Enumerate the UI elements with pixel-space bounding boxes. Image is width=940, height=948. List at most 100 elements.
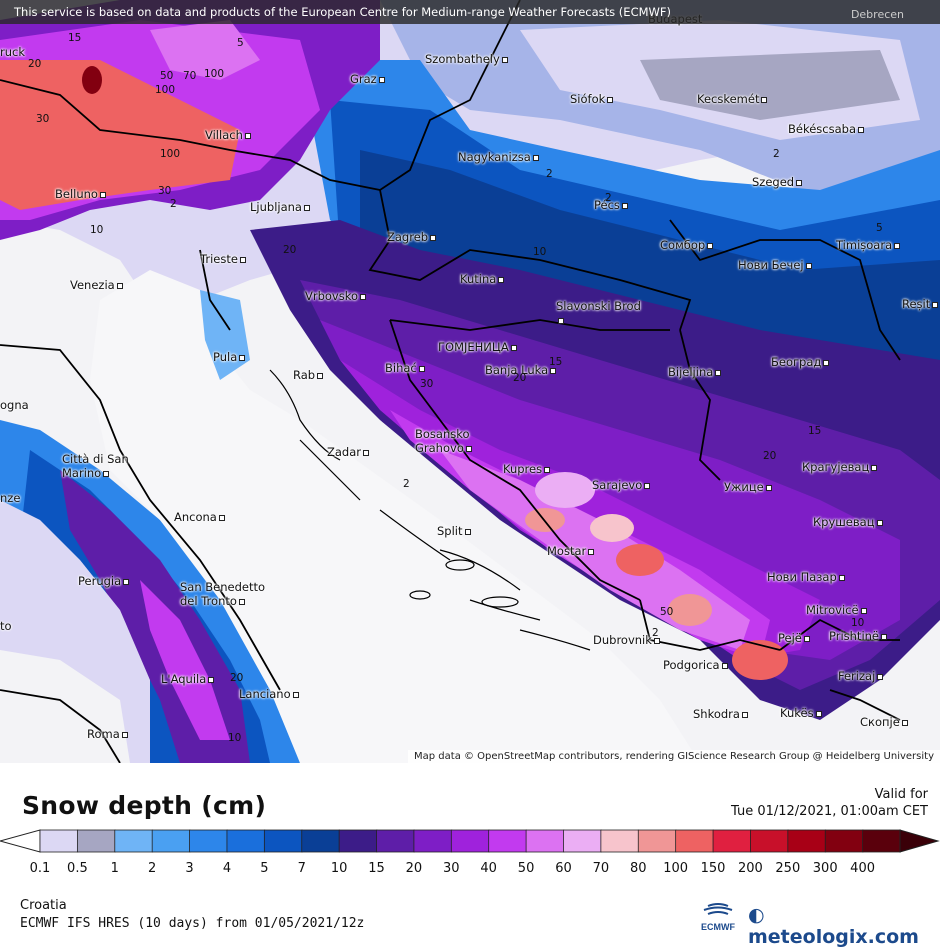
contour-label: 5 <box>237 37 244 49</box>
contour-label: 20 <box>28 58 42 70</box>
city-label: Ferizaj <box>838 669 884 683</box>
city-name: Крагујевац <box>802 460 870 474</box>
city-marker-icon <box>501 56 508 63</box>
city-marker-icon <box>858 126 864 133</box>
contour-label: 2 <box>605 192 612 204</box>
city-name: Dubrovnik <box>593 633 652 647</box>
city-label: Крушевац <box>813 515 883 529</box>
scale-tick-label: 250 <box>775 861 801 876</box>
contour-label: 30 <box>420 378 434 390</box>
contour-label: 20 <box>513 372 527 384</box>
city-label: Dubrovnik <box>593 633 660 647</box>
city-marker-icon <box>303 204 310 211</box>
scale-swatch <box>189 829 228 853</box>
city-marker-icon <box>498 276 505 283</box>
city-name: Lanciano <box>239 687 291 701</box>
city-label: Città di San Marino <box>62 452 152 480</box>
city-marker-icon <box>550 367 557 374</box>
city-label: Vrbovsko <box>305 289 367 303</box>
city-marker-icon <box>877 673 884 680</box>
city-label: Kukës <box>780 706 822 720</box>
city-label: Szombathely <box>425 52 508 66</box>
contour-label: 30 <box>36 113 50 125</box>
model-run-label: ECMWF IFS HRES (10 days) from 01/05/2021… <box>20 916 365 931</box>
map-attribution[interactable]: Map data © OpenStreetMap contributors, r… <box>408 750 940 763</box>
city-marker-icon <box>901 719 908 726</box>
city-name: Kutina <box>460 272 497 286</box>
scale-tick-label: 40 <box>480 861 497 876</box>
contour-label: 15 <box>808 425 822 437</box>
city-label: ogna <box>0 398 29 412</box>
city-marker-icon <box>464 528 471 535</box>
scale-tick-label: 2 <box>148 861 157 876</box>
scale-swatch <box>600 829 640 853</box>
city-marker-icon <box>103 470 110 477</box>
city-marker-icon <box>838 574 845 581</box>
city-marker-icon <box>796 179 803 186</box>
city-name: Pula <box>213 350 238 364</box>
city-label: Békéscsaba <box>788 122 864 136</box>
city-name: Sarajevo <box>592 478 643 492</box>
contour-label: 2 <box>170 198 177 210</box>
ecmwf-banner: This service is based on data and produc… <box>0 0 940 24</box>
contour-label: 70 <box>183 70 197 82</box>
city-label: Ljubljana <box>250 200 310 214</box>
scale-swatch <box>824 829 864 853</box>
meteologix-logo[interactable]: ◐ meteologix.com <box>748 904 940 948</box>
contour-label: 20 <box>230 672 244 684</box>
city-marker-icon <box>932 301 939 308</box>
city-label: ruck <box>0 45 25 59</box>
scale-swatch <box>862 829 901 853</box>
scale-right-arrow <box>899 829 940 853</box>
city-name: Slavonski Brod <box>556 299 641 313</box>
city-marker-icon <box>465 445 472 452</box>
city-marker-icon <box>644 482 651 489</box>
snow-depth-map[interactable]: SzombathelyBudapestGrazSiófokKecskemétBé… <box>0 0 940 763</box>
city-name: Крушевац <box>813 515 875 529</box>
contour-label: 2 <box>773 148 780 160</box>
city-label: Belluno <box>55 187 106 201</box>
city-marker-icon <box>805 262 812 269</box>
city-name: Trieste <box>200 252 238 266</box>
city-label: Kupres <box>503 462 551 476</box>
city-label: Bosansko Grahovo <box>415 427 505 455</box>
city-name: Szeged <box>752 175 795 189</box>
scale-tick-label: 60 <box>555 861 572 876</box>
scale-swatch <box>39 829 79 853</box>
scale-tick-label: 50 <box>517 861 535 876</box>
city-marker-icon <box>360 293 367 300</box>
scale-tick-label: 10 <box>330 861 348 876</box>
city-marker-icon <box>510 344 517 351</box>
city-label: Siófok <box>570 92 614 106</box>
scale-tick-label: 0.1 <box>29 861 51 876</box>
scale-swatch <box>488 829 527 853</box>
valid-for-date: Tue 01/12/2021, 01:00am CET <box>731 804 928 819</box>
city-label: Villach <box>205 128 251 142</box>
banner-text: This service is based on data and produc… <box>14 5 671 19</box>
scale-swatch <box>263 829 303 853</box>
city-name: Rab <box>293 368 316 382</box>
scale-swatch <box>76 829 116 853</box>
contour-label: 50 <box>160 70 174 82</box>
city-name: Siófok <box>570 92 606 106</box>
city-label: Nagykanizsa <box>458 150 539 164</box>
city-name: Београд <box>771 355 822 369</box>
scale-tick-label: 70 <box>592 861 610 876</box>
contour-label: 5 <box>876 222 883 234</box>
city-label: Нови Бечеј <box>738 258 812 272</box>
city-label: Timișoara <box>836 238 901 252</box>
city-marker-icon <box>430 234 437 241</box>
city-marker-icon <box>621 202 628 209</box>
scale-tick-label: 0.5 <box>67 861 88 876</box>
map-title: Snow depth (cm) <box>22 791 267 820</box>
city-label: Podgorica <box>663 658 728 672</box>
city-label: Zagreb <box>387 230 437 244</box>
city-name: San Benedetto del Tronto <box>180 580 266 608</box>
city-label: Prishtinë <box>829 629 888 643</box>
city-marker-icon <box>121 731 128 738</box>
city-marker-icon <box>238 598 245 605</box>
city-name: Нови Пазар <box>767 570 837 584</box>
scale-tick-label: 15 <box>368 861 385 876</box>
scale-swatch <box>114 829 154 853</box>
contour-label: 10 <box>228 732 242 744</box>
